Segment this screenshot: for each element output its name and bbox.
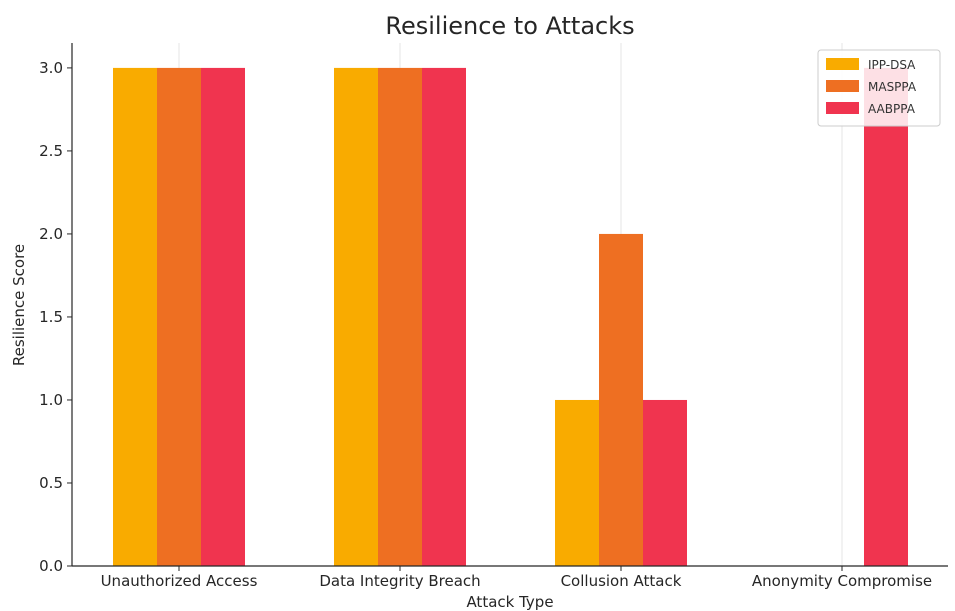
legend-label-aabppa: AABPPA bbox=[868, 102, 916, 116]
legend-swatch-aabppa bbox=[826, 102, 859, 114]
bar-ipp-dsa-0 bbox=[113, 67, 157, 567]
y-ticks: 0.0 0.5 1.0 1.5 2.0 2.5 3.0 bbox=[39, 59, 72, 575]
legend: IPP-DSA MASPPA AABPPA bbox=[817, 49, 941, 127]
x-tick-label: Unauthorized Access bbox=[101, 572, 258, 590]
x-tick-label: Anonymity Compromise bbox=[752, 572, 932, 590]
bar-aabppa-0 bbox=[201, 67, 245, 567]
axes bbox=[71, 43, 948, 567]
x-tick-label: Data Integrity Breach bbox=[319, 572, 480, 590]
y-tick-label: 1.0 bbox=[39, 391, 63, 409]
bar-masppa-0 bbox=[157, 67, 201, 567]
y-axis-label: Resilience Score bbox=[10, 244, 28, 366]
bar-aabppa-2 bbox=[643, 399, 687, 566]
legend-label-ipp-dsa: IPP-DSA bbox=[868, 58, 916, 72]
grid-lines bbox=[178, 43, 843, 566]
bar-aabppa-3 bbox=[864, 67, 908, 567]
y-tick-label: 0.0 bbox=[39, 557, 63, 575]
bars bbox=[113, 67, 908, 567]
legend-label-masppa: MASPPA bbox=[868, 80, 917, 94]
bar-masppa-2 bbox=[599, 233, 643, 566]
x-ticks: Unauthorized Access Data Integrity Breach… bbox=[101, 566, 932, 590]
bar-aabppa-1 bbox=[422, 67, 466, 567]
y-tick-label: 3.0 bbox=[39, 59, 63, 77]
chart-title: Resilience to Attacks bbox=[385, 12, 634, 40]
bar-ipp-dsa-1 bbox=[334, 67, 378, 567]
y-tick-label: 1.5 bbox=[39, 308, 63, 326]
y-tick-label: 0.5 bbox=[39, 474, 63, 492]
legend-swatch-ipp-dsa bbox=[826, 58, 859, 70]
y-tick-label: 2.5 bbox=[39, 142, 63, 160]
x-axis-label: Attack Type bbox=[466, 593, 553, 611]
bar-masppa-1 bbox=[378, 67, 422, 567]
y-tick-label: 2.0 bbox=[39, 225, 63, 243]
bar-ipp-dsa-2 bbox=[555, 399, 599, 566]
x-tick-label: Collusion Attack bbox=[561, 572, 682, 590]
legend-swatch-masppa bbox=[826, 80, 859, 92]
